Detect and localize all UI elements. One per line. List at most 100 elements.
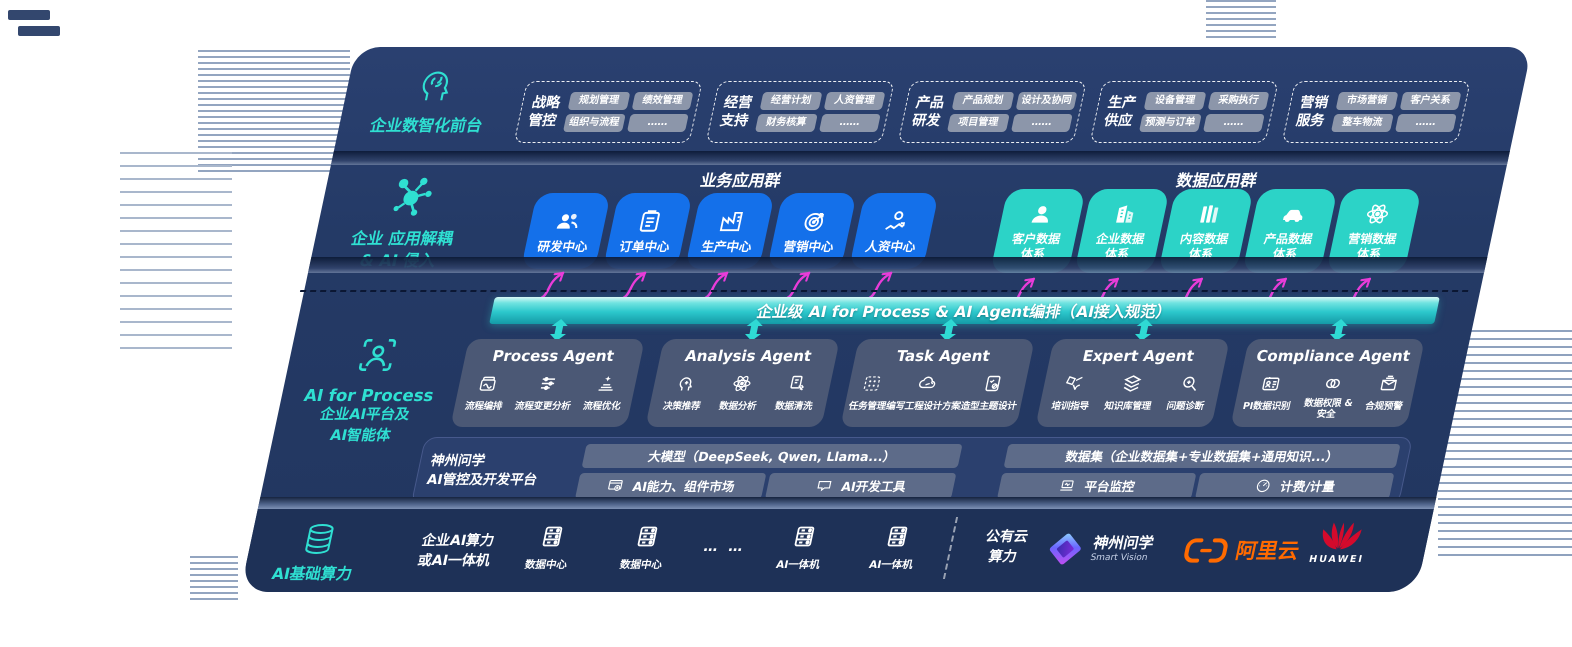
separator-dashed-line	[299, 290, 1469, 292]
data-apps-title: 数据应用群	[1174, 171, 1259, 190]
tile-label: 人资中心	[864, 238, 918, 254]
teal-double-arrow	[744, 319, 763, 341]
agent-item-label: 流程优化	[581, 401, 622, 412]
gauge-icon	[1253, 477, 1274, 494]
module-pill: 预测与订单	[1138, 114, 1202, 132]
data-app-tile: 企业数据体系	[1073, 189, 1170, 273]
agent-group-analysis: Analysis Agent 决策推荐 数据分析 数据清洗	[645, 339, 840, 427]
group-pills: 规划管理 绩效管理 组织与流程 ……	[562, 92, 694, 132]
app-layer-label-block: 企业 应用解耦 & AI 侵入	[308, 171, 503, 271]
module-pill: 市场营销	[1335, 92, 1398, 110]
module-pill: 设计及协同	[1015, 92, 1078, 110]
cell-label: AI能力、组件市场	[631, 479, 737, 494]
agent-title: Analysis Agent	[683, 347, 814, 365]
module-pill: ……	[1010, 114, 1073, 132]
data-app-tile: 客户数据体系	[989, 189, 1086, 273]
platform-cell-devtools: AI开发工具	[765, 472, 957, 499]
front-office-group-strategy: 战略管控 规划管理 绩效管理 组织与流程 ……	[513, 81, 703, 143]
tile-label: 生产中心	[700, 238, 754, 254]
training-icon	[1062, 373, 1087, 394]
module-pill: 绩效管理	[631, 92, 694, 110]
node-label: AI一体机	[867, 559, 914, 571]
teal-double-arrow	[1329, 319, 1348, 341]
datacenter-node: 数据中心	[512, 523, 586, 572]
platform-cell-monitor: 平台监控	[997, 472, 1197, 499]
group-pills: 产品规划 设计及协同 项目管理 ……	[946, 92, 1078, 132]
business-app-tile: 人资中心	[848, 193, 939, 269]
task-grid-icon	[859, 373, 884, 394]
agent-group-process: Process Agent 流程编排 流程变更分析 流程优化	[450, 339, 645, 427]
layer-divider	[330, 151, 1510, 165]
shenzhou-subtitle: Smart Vision	[1089, 552, 1149, 563]
agent-item-label: 造型主题设计	[959, 401, 1018, 412]
library-icon	[1194, 201, 1226, 227]
module-pill: ……	[1202, 114, 1265, 132]
teal-double-arrow	[1134, 319, 1153, 341]
module-pill: 产品规划	[951, 92, 1014, 110]
business-app-tile: 研发中心	[520, 193, 611, 269]
enterprise-compute-label: 企业AI算力 或AI一体机	[415, 533, 496, 570]
ellipsis-label: … …	[702, 539, 748, 555]
agent-item-label: 流程编排	[463, 401, 504, 412]
orchestration-bar: 企业级 AI for Process & AI Agent编排（AI接入规范）	[489, 297, 1440, 324]
cell-label: 计费/计量	[1278, 479, 1337, 494]
devtools-icon	[814, 477, 835, 494]
tile-label: 订单中心	[618, 238, 672, 254]
business-app-tile: 订单中心	[602, 193, 693, 269]
module-pill: 组织与流程	[562, 114, 626, 132]
agent-item-label: 问题诊断	[1165, 401, 1205, 412]
target-icon	[798, 208, 830, 234]
infra-label: AI基础算力	[270, 565, 354, 583]
deco-stripes	[198, 50, 350, 172]
front-office-group-supply: 生产供应 设备管理 采购执行 预测与订单 ……	[1089, 81, 1279, 143]
id-card-icon	[1259, 373, 1284, 394]
business-apps-title: 业务应用群	[698, 171, 783, 190]
platform-cell-billing: 计费/计量	[1195, 472, 1395, 499]
building-icon	[1110, 201, 1142, 227]
clean-data-icon	[786, 373, 811, 394]
business-app-tile: 营销中心	[766, 193, 857, 269]
front-office-group-marketing: 营销服务 市场营销 客户关系 整车物流 ……	[1281, 81, 1471, 143]
datacenter-node: 数据中心	[607, 523, 681, 572]
agent-item-label: 培训指导	[1050, 401, 1090, 412]
module-pill: 人资管理	[823, 92, 886, 110]
vertical-dashed-divider	[942, 517, 959, 579]
agent-group-expert: Expert Agent 培训指导 知识库管理 问题诊断	[1035, 339, 1230, 427]
group-pills: 经营计划 人资管理 财务核算 ……	[754, 92, 886, 132]
shenzhou-logo	[1043, 531, 1087, 567]
person-chart-icon	[880, 208, 912, 234]
clipboard-icon	[634, 208, 666, 234]
infrastructure-band: AI基础算力 企业AI算力 或AI一体机 数据中心 数据中心 … … AI一体机…	[240, 509, 1434, 592]
cloud-edit-icon	[915, 373, 940, 394]
server-icon	[631, 523, 664, 550]
ai-platform-label-block: AI for Process 企业AI平台及 AI智能体	[271, 333, 469, 447]
front-office-group-operation: 经营支持 经营计划 人资管理 财务核算 ……	[705, 81, 895, 143]
node-label: AI一体机	[774, 559, 821, 571]
business-app-tile: 生产中心	[684, 193, 775, 269]
module-pill: 规划管理	[567, 92, 630, 110]
module-pill: 客户关系	[1399, 92, 1462, 110]
architecture-diagram: 企业数智化前台 战略管控 规划管理 绩效管理 组织与流程 …… 经营支持 经营计…	[240, 47, 1532, 592]
teal-double-arrow	[549, 319, 568, 341]
layers-icon	[1120, 373, 1145, 394]
agent-item-label: 流程变更分析	[513, 401, 572, 412]
deco-stripes	[1206, 0, 1276, 40]
atom-icon	[730, 373, 755, 394]
group-pills: 设备管理 采购执行 预测与订单 ……	[1138, 92, 1270, 132]
agent-group-task: Task Agent 任务管理 编写工程设计方案 造型主题设计	[840, 339, 1035, 427]
dataset-bar: 数据集（企业数据集+专业数据集+通用知识...）	[1003, 443, 1401, 468]
tile-label: 营销中心	[782, 238, 836, 254]
group-name: 战略管控	[526, 94, 562, 129]
aliyun-name: 阿里云	[1233, 539, 1302, 563]
shenzhou-logo-block: 神州问学 Smart Vision	[1043, 531, 1156, 567]
user-icon	[1026, 201, 1058, 227]
agent-item-label: 数据权限 & 安全	[1302, 398, 1354, 421]
brain-icon	[407, 61, 463, 107]
agent-item-label: 合规预警	[1363, 401, 1404, 412]
module-pill: 采购执行	[1207, 92, 1270, 110]
molecule-icon	[381, 171, 442, 221]
server-icon	[788, 523, 821, 550]
permission-icon	[1320, 373, 1345, 394]
market-icon	[605, 477, 626, 494]
deco-chip	[8, 10, 50, 20]
